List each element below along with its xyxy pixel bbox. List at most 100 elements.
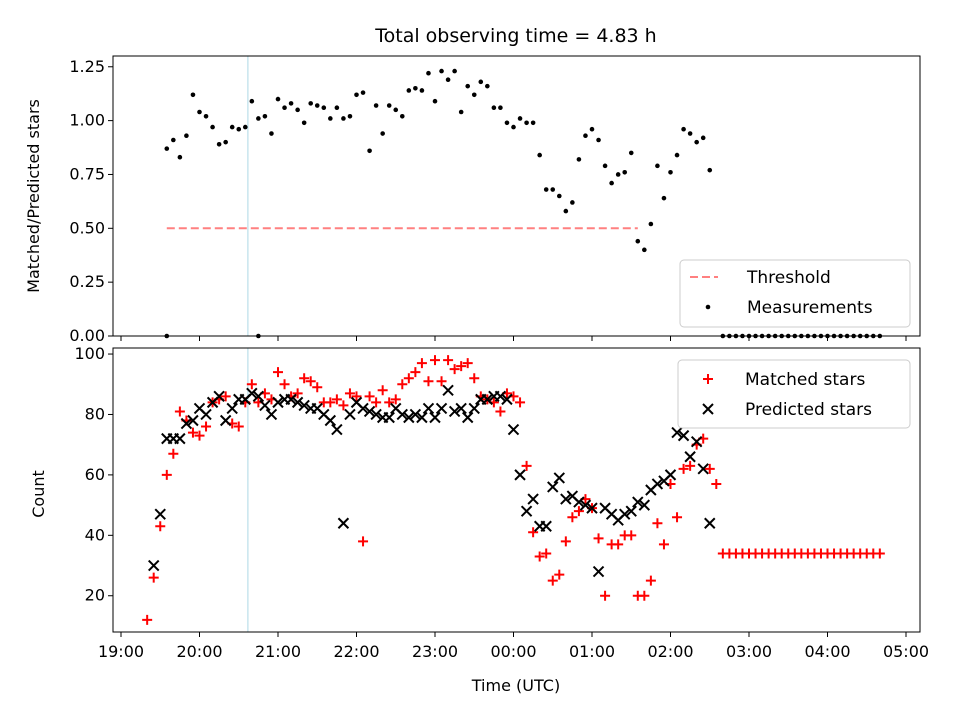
measurement-point — [380, 131, 385, 136]
measurement-point — [844, 333, 850, 339]
measurement-point — [301, 120, 307, 126]
predicted-star-point — [638, 499, 651, 511]
predicted-star-point — [592, 565, 605, 578]
predicted-star-point — [265, 408, 278, 421]
y-tick-label: 1.25 — [69, 57, 105, 76]
predicted-star-point — [422, 402, 435, 415]
predicted-star-point — [285, 393, 297, 406]
measurement-point — [537, 152, 542, 158]
matched-star-point — [469, 373, 480, 384]
matched-star-point — [685, 460, 696, 471]
predicted-star-point — [684, 451, 696, 463]
measurement-point — [413, 86, 418, 91]
measurement-point — [406, 88, 412, 93]
measurement-point — [530, 120, 536, 126]
legend-threshold-label: Threshold — [746, 268, 831, 288]
legend-measurements-swatch — [705, 304, 711, 310]
matched-star-point — [560, 536, 571, 547]
measurement-point — [334, 105, 340, 110]
matched-star-point — [246, 379, 257, 390]
predicted-star-point — [540, 520, 552, 532]
y-tick-label: 20 — [85, 586, 105, 605]
measurement-point — [249, 98, 255, 104]
y-tick-label: 60 — [85, 465, 105, 484]
x-tick-label: 04:00 — [804, 642, 850, 661]
y-tick-label: 0.00 — [69, 326, 105, 345]
measurement-point — [452, 68, 457, 74]
measurement-point — [242, 124, 248, 130]
measurement-point — [596, 137, 601, 143]
predicted-star-point — [632, 496, 644, 508]
measurement-point — [550, 187, 556, 192]
matched-star-point — [351, 391, 362, 402]
predicted-star-point — [677, 429, 690, 442]
predicted-star-point — [324, 414, 337, 427]
legend-predicted-swatch — [702, 403, 714, 415]
predicted-star-point — [180, 417, 193, 430]
measurement-point — [445, 77, 451, 82]
predicted-star-point — [174, 432, 186, 445]
predicted-star-point — [298, 399, 310, 412]
measurement-point — [236, 126, 242, 132]
matched-star-point — [495, 406, 506, 417]
x-tick-label: 22:00 — [333, 642, 379, 661]
measurement-point — [164, 333, 170, 339]
top-y-axis-label: Matched/Predicted stars — [24, 99, 43, 293]
predicted-star-point — [363, 405, 376, 418]
measurement-point — [256, 116, 261, 121]
measurement-point — [805, 333, 811, 339]
measurement-point — [818, 333, 824, 339]
matched-star-point — [410, 367, 421, 378]
x-tick-label: 20:00 — [176, 642, 222, 661]
matched-star-point — [652, 518, 663, 529]
predicted-star-point — [553, 472, 565, 484]
measurement-point — [642, 247, 647, 253]
matched-star-point — [534, 551, 545, 562]
measurement-point — [622, 170, 628, 175]
predicted-star-point — [396, 408, 408, 421]
measurement-point — [635, 238, 641, 244]
measurement-point — [171, 137, 176, 143]
y-tick-label: 0.75 — [69, 164, 105, 183]
measurement-point — [347, 114, 353, 119]
measurement-point — [857, 333, 863, 339]
measurement-point — [367, 148, 372, 154]
predicted-star-point — [520, 505, 533, 517]
measurement-point — [628, 150, 634, 156]
measurement-point — [609, 180, 614, 186]
measurement-point — [373, 103, 379, 108]
measurement-point — [288, 101, 294, 106]
predicted-star-point — [416, 411, 428, 424]
measurement-point — [498, 105, 503, 110]
matched-star-point — [331, 394, 342, 405]
matched-star-point — [397, 379, 408, 390]
measurement-point — [223, 139, 228, 145]
x-tick-label: 19:00 — [98, 642, 144, 661]
predicted-star-point — [344, 408, 356, 421]
measurement-point — [864, 333, 870, 339]
measurement-point — [772, 333, 778, 339]
measurement-point — [511, 124, 516, 130]
measurement-point — [197, 109, 202, 115]
legend-matched-swatch — [703, 374, 713, 384]
measurement-point — [694, 139, 699, 145]
predicted-star-point — [560, 493, 572, 505]
measurement-point — [602, 163, 608, 169]
matched-star-point — [384, 397, 395, 408]
matched-star-point — [600, 590, 611, 601]
predicted-star-point — [651, 478, 664, 490]
measurement-point — [354, 92, 359, 98]
measurement-point — [491, 105, 497, 110]
x-tick-label: 05:00 — [883, 642, 929, 661]
predicted-star-point — [442, 384, 454, 397]
predicted-star-point — [219, 414, 232, 427]
y-tick-label: 100 — [74, 344, 105, 363]
predicted-star-point — [187, 414, 199, 427]
measurement-point — [563, 208, 569, 214]
measurement-point — [877, 333, 883, 339]
predicted-star-point — [429, 411, 441, 424]
measurement-point — [543, 187, 549, 192]
matched-star-point — [201, 421, 212, 432]
measurement-point — [799, 333, 804, 339]
